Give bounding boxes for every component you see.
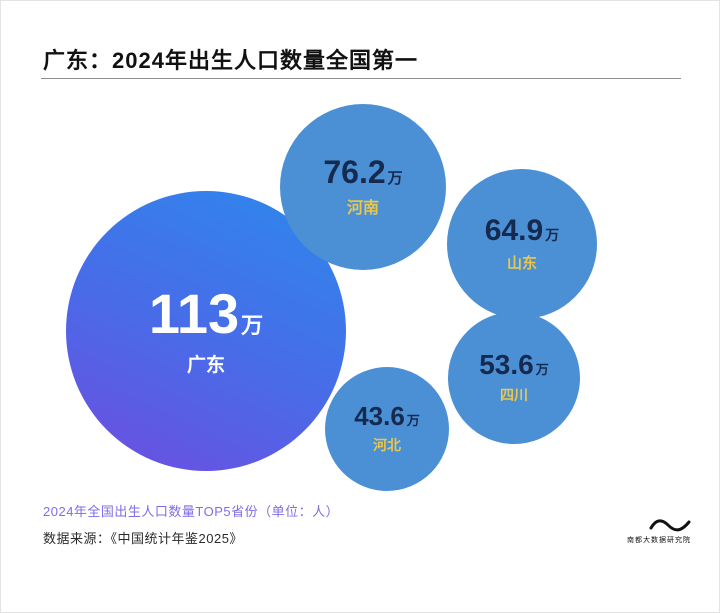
bubble-unit: 万 [241,312,264,338]
bubble-value: 43.6 [354,401,405,431]
bubble-label: 四川 [500,387,528,403]
bubble-value-row: 53.6 万 [479,351,549,379]
bubble-value: 76.2 [323,154,386,190]
bubble-value-row: 76.2 万 [323,156,402,188]
bubble-label: 河南 [346,200,379,217]
data-source: 数据来源：《中国统计年鉴2025》 [43,531,243,546]
bubble-value-row: 113万 [149,285,264,342]
title-divider [41,78,681,79]
bubble-unit: 万 [535,362,549,377]
bubble-hebei: 43.6 万 河北 [325,367,449,491]
bubble-henan: 76.2 万 河南 [280,104,446,270]
bubble-sichuan: 53.6 万 四川 [448,312,580,444]
publisher-logo: 南都大数据研究院 [605,517,691,545]
bubble-unit: 万 [406,413,420,428]
bubble-value: 113 [148,281,240,345]
bubble-unit: 万 [387,170,403,187]
bubble-value: 53.6 [479,349,534,380]
bubble-shandong: 64.9 万 山东 [447,169,597,319]
chart-caption: 2024年全国出生人口数量TOP5省份（单位：人） [43,504,340,519]
bubble-unit: 万 [545,226,560,243]
bubble-label: 河北 [373,437,401,453]
logo-text: 南都大数据研究院 [627,537,691,544]
bubble-label: 山东 [506,254,537,272]
wave-logo-icon [649,517,691,533]
bubble-value: 64.9 [484,213,544,247]
bubble-value-row: 64.9 万 [484,213,560,247]
page-title: 广东：2024年出生人口数量全国第一 [43,48,418,73]
bubble-value-row: 43.6 万 [354,403,420,429]
bubble-label: 广东 [186,354,225,376]
